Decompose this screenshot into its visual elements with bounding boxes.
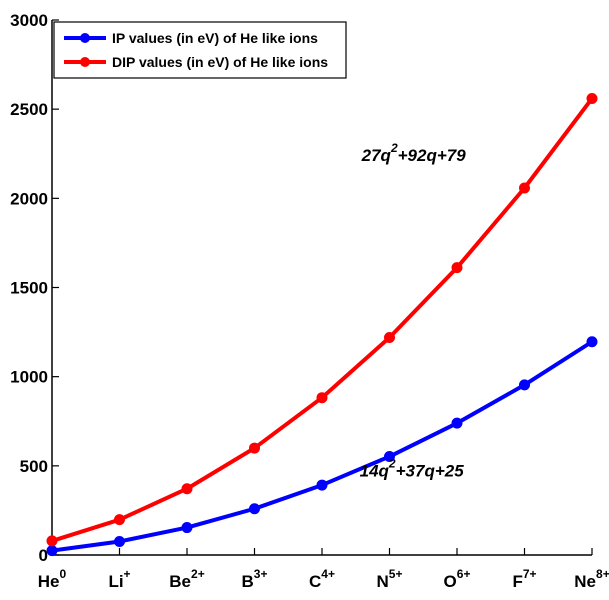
legend-label: IP values (in eV) of He like ions — [112, 30, 318, 46]
formula-annotation: 14q2+37q+25 — [360, 457, 465, 481]
x-tick-label: N5+ — [377, 567, 403, 591]
data-point — [316, 479, 328, 491]
data-point — [586, 92, 598, 104]
legend: IP values (in eV) of He like ions DIP val… — [53, 21, 347, 79]
y-tick-label: 500 — [20, 457, 48, 476]
data-point — [114, 536, 125, 548]
data-point — [249, 442, 260, 454]
x-tick-label-sup: 8+ — [596, 567, 609, 581]
x-tick-label-base: F — [512, 572, 522, 591]
x-tick-label-sup: 5+ — [389, 567, 403, 581]
x-tick-label-base: Ne — [574, 572, 596, 591]
data-point — [181, 522, 193, 534]
formula-sup: 2 — [390, 141, 398, 155]
x-tick-label-sup: 3+ — [254, 567, 268, 581]
data-point — [451, 262, 463, 274]
legend-swatch-marker — [80, 33, 90, 43]
y-tick-label: 3000 — [10, 11, 48, 30]
x-tick-label-sup: 2+ — [191, 567, 205, 581]
legend-box — [53, 21, 347, 79]
data-point — [384, 332, 395, 344]
y-tick-label: 1000 — [10, 368, 48, 387]
y-tick-label: 1500 — [10, 279, 48, 298]
x-tick-label-sup: 7+ — [523, 567, 537, 581]
legend-label: DIP values (in eV) of He like ions — [112, 54, 328, 70]
data-point — [519, 182, 530, 194]
data-point — [46, 535, 58, 547]
x-tick-label-base: Li — [108, 572, 123, 591]
x-tick-label: He0 — [38, 567, 67, 591]
data-point — [316, 392, 328, 404]
legend-swatch-marker — [80, 57, 90, 67]
series-line-0 — [51, 340, 594, 553]
x-tick-label: Be2+ — [169, 567, 204, 591]
data-point — [384, 451, 395, 463]
formula-base: 14q — [360, 462, 390, 481]
x-tick-label: C4+ — [309, 567, 335, 591]
formula-sup: 2 — [388, 457, 396, 471]
formula-base: 27q — [361, 146, 392, 165]
formula-annotation: 27q2+92q+79 — [361, 141, 467, 165]
data-point — [46, 545, 58, 557]
formula-rest: +92q+79 — [398, 146, 467, 165]
series-layer — [46, 92, 598, 557]
y-tick-label: 2500 — [10, 100, 48, 119]
x-tick-label-base: Be — [169, 572, 191, 591]
x-tick-label: F7+ — [512, 567, 536, 591]
y-tick-label: 2000 — [10, 189, 48, 208]
x-tick-label-base: O — [444, 572, 457, 591]
x-tick-label-base: He — [38, 572, 60, 591]
x-tick-label: B3+ — [242, 567, 268, 591]
x-tick-label-sup: 6+ — [457, 567, 471, 581]
data-point — [451, 417, 463, 429]
x-tick-label-base: B — [242, 572, 254, 591]
x-tick-label-sup: 0 — [60, 567, 67, 581]
data-point — [586, 336, 598, 348]
x-tick-label-sup: + — [124, 567, 131, 581]
formula-rest: +37q+25 — [396, 462, 465, 481]
x-tick-label-base: C — [309, 572, 321, 591]
data-point — [114, 514, 125, 526]
x-tick-label-sup: 4+ — [321, 567, 335, 581]
x-tick-label: O6+ — [444, 567, 471, 591]
x-tick-label: Ne8+ — [574, 567, 609, 591]
data-point — [249, 503, 260, 515]
x-tick-label-base: N — [377, 572, 389, 591]
data-point — [181, 483, 193, 495]
x-tick-label: Li+ — [108, 567, 130, 591]
y-tick-label: 0 — [39, 546, 48, 565]
data-point — [519, 379, 530, 391]
series-line-1 — [51, 97, 594, 543]
